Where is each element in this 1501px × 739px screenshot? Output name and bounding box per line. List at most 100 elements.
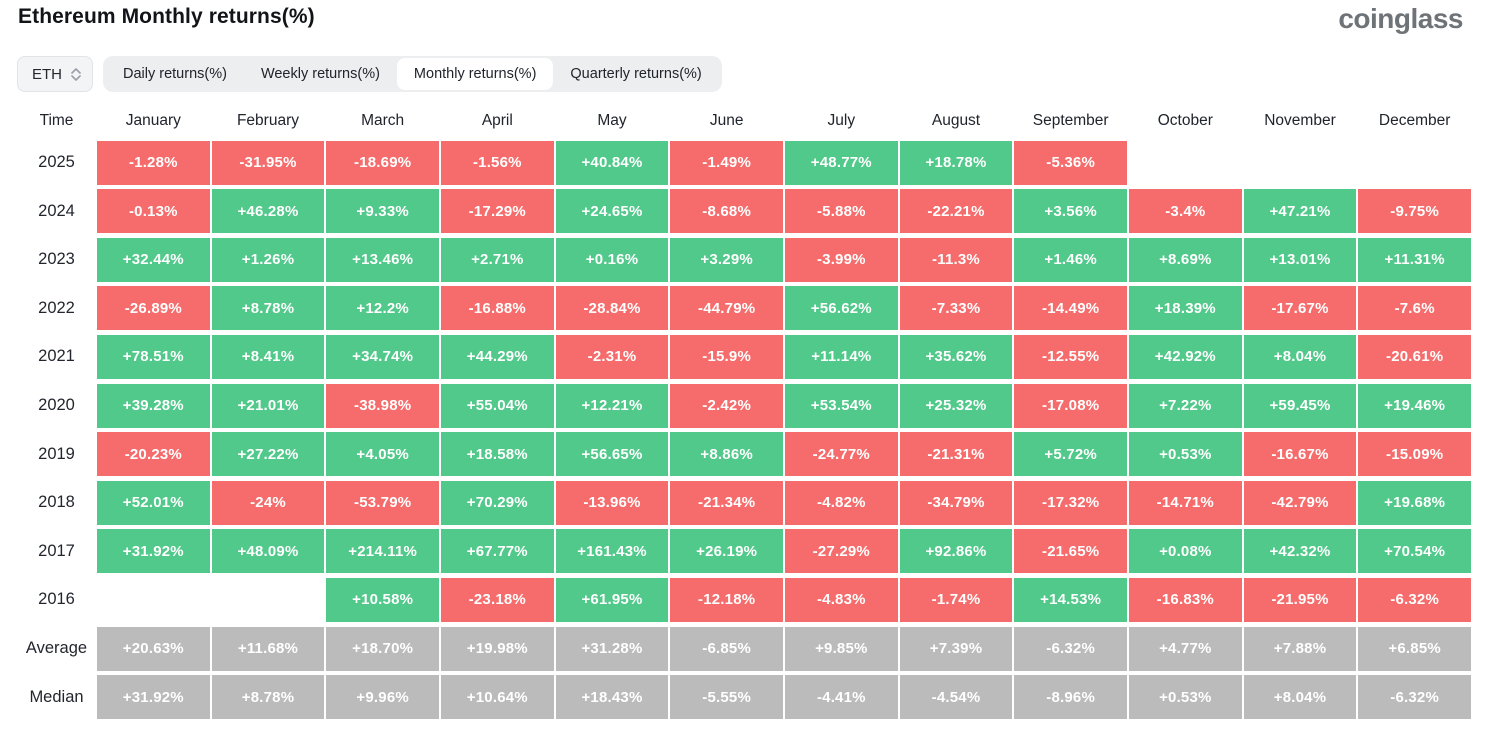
cell-median-february: +8.78% <box>211 675 325 720</box>
row-label-2019: 2019 <box>38 444 75 463</box>
cell-2023-january: +32.44% <box>97 237 210 282</box>
cell-2020-july: +53.54% <box>784 383 898 428</box>
cell-2018-may: -13.96% <box>555 480 669 525</box>
cell-2018-january: +52.01% <box>97 480 210 525</box>
cell-2020-may: +12.21% <box>555 383 669 428</box>
cell-2021-june: -15.9% <box>670 334 783 379</box>
cell-average-november: +7.88% <box>1243 626 1357 671</box>
cell-2020-september: -17.08% <box>1014 383 1127 428</box>
cell-average-april: +19.98% <box>440 626 554 671</box>
cell-2017-january: +31.92% <box>97 529 210 574</box>
cell-2016-may: +61.95% <box>555 577 669 622</box>
symbol-select[interactable]: ETH <box>17 56 93 92</box>
cell-2023-april: +2.71% <box>440 237 554 282</box>
row-label-median: Median <box>29 687 84 706</box>
cell-2019-october: +0.53% <box>1128 432 1242 477</box>
symbol-select-value: ETH <box>32 65 62 83</box>
cell-average-september: -6.32% <box>1014 626 1127 671</box>
cell-2022-july: +56.62% <box>784 286 898 331</box>
cell-2022-november: -17.67% <box>1243 286 1357 331</box>
cell-average-july: +9.85% <box>784 626 898 671</box>
cell-2018-august: -34.79% <box>899 480 1013 525</box>
tab-quarterly-returns[interactable]: Quarterly returns(%) <box>553 58 718 90</box>
cell-2022-may: -28.84% <box>555 286 669 331</box>
cell-2023-september: +1.46% <box>1014 237 1127 282</box>
cell-2020-january: +39.28% <box>97 383 210 428</box>
tab-monthly-returns[interactable]: Monthly returns(%) <box>396 58 554 90</box>
cell-2023-may: +0.16% <box>555 237 669 282</box>
col-header-october: October <box>1157 112 1213 129</box>
cell-median-march: +9.96% <box>326 675 439 720</box>
cell-2022-december: -7.6% <box>1358 286 1471 331</box>
cell-2025-august: +18.78% <box>899 140 1013 185</box>
cell-2019-december: -15.09% <box>1358 432 1471 477</box>
cell-2023-march: +13.46% <box>326 237 439 282</box>
cell-2021-august: +35.62% <box>899 334 1013 379</box>
cell-2020-december: +19.46% <box>1358 383 1471 428</box>
col-header-august: August <box>931 112 981 129</box>
col-header-january: January <box>125 112 181 129</box>
cell-2024-november: +47.21% <box>1243 189 1357 234</box>
cell-2023-august: -11.3% <box>899 237 1013 282</box>
cell-2018-september: -17.32% <box>1014 480 1127 525</box>
cell-2016-july: -4.83% <box>784 577 898 622</box>
cell-2021-january: +78.51% <box>97 334 210 379</box>
cell-2024-january: -0.13% <box>97 189 210 234</box>
cell-2016-january <box>97 578 210 622</box>
cell-2016-february <box>212 578 325 622</box>
tab-daily-returns[interactable]: Daily returns(%) <box>106 58 244 90</box>
returns-table: Time January February March April May June July… <box>18 106 1471 720</box>
cell-2019-november: -16.67% <box>1243 432 1357 477</box>
cell-2024-june: -8.68% <box>670 189 783 234</box>
row-label-2025: 2025 <box>38 153 75 172</box>
cell-2022-june: -44.79% <box>670 286 783 331</box>
cell-2018-april: +70.29% <box>440 480 554 525</box>
cell-2021-april: +44.29% <box>440 334 554 379</box>
cell-2016-november: -21.95% <box>1243 577 1357 622</box>
cell-2024-august: -22.21% <box>899 189 1013 234</box>
col-header-september: September <box>1032 112 1109 129</box>
cell-2023-november: +13.01% <box>1243 237 1357 282</box>
tab-weekly-returns[interactable]: Weekly returns(%) <box>244 58 397 90</box>
cell-median-june: -5.55% <box>670 675 783 720</box>
cell-median-april: +10.64% <box>440 675 554 720</box>
cell-2016-october: -16.83% <box>1128 577 1242 622</box>
cell-2018-february: -24% <box>211 480 325 525</box>
cell-2020-november: +59.45% <box>1243 383 1357 428</box>
cell-2017-october: +0.08% <box>1128 529 1242 574</box>
cell-median-october: +0.53% <box>1128 675 1242 720</box>
cell-2017-september: -21.65% <box>1014 529 1127 574</box>
cell-2021-july: +11.14% <box>784 334 898 379</box>
cell-2022-january: -26.89% <box>97 286 210 331</box>
cell-2017-april: +67.77% <box>440 529 554 574</box>
cell-2023-july: -3.99% <box>784 237 898 282</box>
cell-2019-march: +4.05% <box>326 432 439 477</box>
cell-2025-march: -18.69% <box>326 140 439 185</box>
cell-median-july: -4.41% <box>784 675 898 720</box>
cell-2018-july: -4.82% <box>784 480 898 525</box>
cell-2024-september: +3.56% <box>1014 189 1127 234</box>
cell-2016-august: -1.74% <box>899 577 1013 622</box>
cell-2023-october: +8.69% <box>1128 237 1242 282</box>
cell-2017-march: +214.11% <box>326 529 439 574</box>
cell-2022-april: -16.88% <box>440 286 554 331</box>
cell-average-october: +4.77% <box>1128 626 1242 671</box>
row-label-2023: 2023 <box>38 250 75 269</box>
cell-2017-august: +92.86% <box>899 529 1013 574</box>
cell-2024-may: +24.65% <box>555 189 669 234</box>
cell-2025-february: -31.95% <box>211 140 325 185</box>
cell-2025-november <box>1244 141 1357 185</box>
col-header-april: April <box>481 112 513 129</box>
cell-2021-november: +8.04% <box>1243 334 1357 379</box>
cell-2021-may: -2.31% <box>555 334 669 379</box>
cell-2021-october: +42.92% <box>1128 334 1242 379</box>
cell-2020-april: +55.04% <box>440 383 554 428</box>
cell-2018-march: -53.79% <box>326 480 439 525</box>
cell-median-september: -8.96% <box>1014 675 1127 720</box>
cell-2022-october: +18.39% <box>1128 286 1242 331</box>
cell-2021-december: -20.61% <box>1358 334 1471 379</box>
cell-2023-december: +11.31% <box>1358 237 1471 282</box>
cell-2019-april: +18.58% <box>440 432 554 477</box>
cell-2024-february: +46.28% <box>211 189 325 234</box>
cell-2025-september: -5.36% <box>1014 140 1127 185</box>
